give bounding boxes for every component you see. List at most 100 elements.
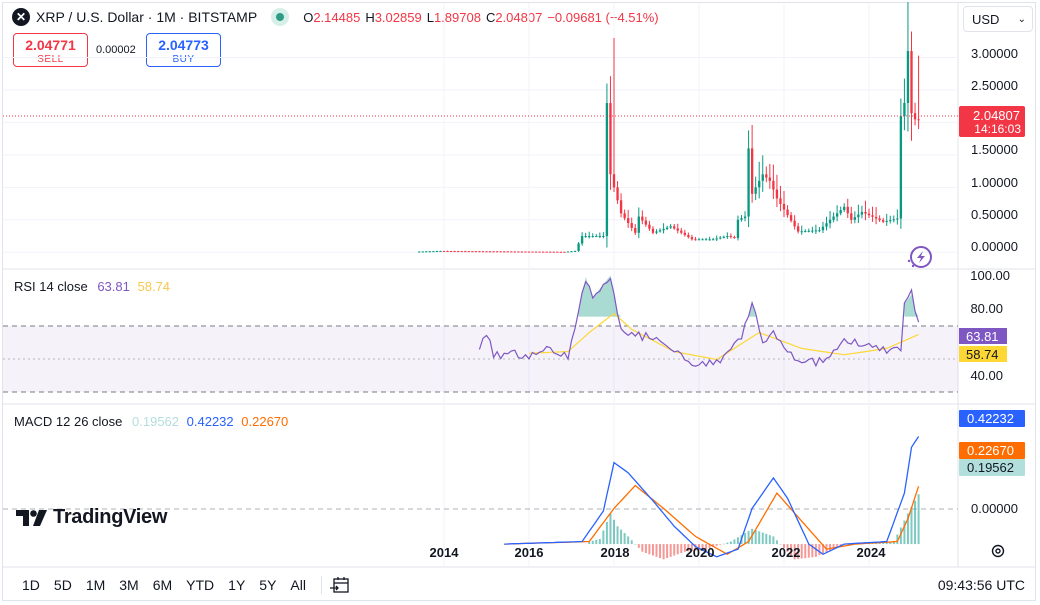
candle-body <box>832 216 835 220</box>
candle-body <box>786 209 789 216</box>
candle-body <box>825 223 828 227</box>
market-status-icon[interactable] <box>271 8 290 26</box>
macd-hist-bar <box>648 544 651 555</box>
macd-hist-bar <box>832 544 835 549</box>
date-range-calendar-icon[interactable] <box>329 576 350 594</box>
macd-hist-bar <box>772 536 775 545</box>
candle-body <box>598 236 602 238</box>
sell-button[interactable]: 2.04771 SELL <box>13 33 88 67</box>
hist-value-label: 0.19562 <box>959 459 1025 476</box>
candle-body <box>818 230 821 232</box>
macd-hist-bar <box>705 544 708 550</box>
macd-hist-bar <box>790 544 793 556</box>
rsi-overbought-area <box>578 275 622 317</box>
candle-body <box>676 228 679 231</box>
candle-body <box>439 250 442 252</box>
timeframe-6m[interactable]: 6M <box>152 576 173 593</box>
price-tick: 0.00000 <box>971 239 1018 254</box>
signal-value: 0.22670 <box>967 443 1014 458</box>
candle-body <box>435 251 439 253</box>
macd-hist-bar <box>701 544 704 550</box>
settings-gear-icon[interactable] <box>990 543 1006 559</box>
timeframe-1d[interactable]: 1D <box>22 576 40 593</box>
utc-clock[interactable]: 09:43:56 UTC <box>937 576 1025 593</box>
candle-body <box>811 230 814 232</box>
macd-hist-bar <box>627 536 630 545</box>
timeframe-5y[interactable]: 5Y <box>259 576 277 593</box>
macd-hist-bar <box>885 541 888 545</box>
macd-hist-bar <box>783 544 785 548</box>
price-tick: 1.00000 <box>971 175 1018 190</box>
macd-hist-bar <box>906 513 909 545</box>
candle-body <box>616 187 619 201</box>
candle-body <box>545 251 548 253</box>
replay-bolt-icon[interactable] <box>907 246 932 268</box>
candle-body <box>697 239 701 241</box>
candle-body <box>541 251 545 253</box>
candle-body <box>580 236 584 244</box>
candle-body <box>782 203 786 210</box>
candle-body <box>800 231 803 233</box>
timeframe-3m[interactable]: 3M <box>119 576 139 593</box>
macd-signal-line[interactable] <box>504 484 920 556</box>
candle-body <box>740 218 743 220</box>
timeframe-ytd[interactable]: YTD <box>186 576 215 593</box>
toolbar-divider <box>320 575 322 594</box>
candle-body <box>736 219 740 238</box>
macd-hist-bar <box>595 539 598 545</box>
macd-hist-bar <box>616 526 619 545</box>
macd-legend[interactable]: MACD 12 26 close 0.19562 0.42232 0.22670 <box>14 414 288 429</box>
rsi-legend-value: 63.81 <box>97 279 130 294</box>
candle-body <box>453 251 456 253</box>
candle-body <box>517 251 520 253</box>
price-axis[interactable]: 3.00000 2.50000 1.50000 1.00000 0.50000 … <box>971 46 1018 254</box>
currency-select[interactable]: USD ⌄ <box>963 6 1033 32</box>
macd-hist-bar <box>698 544 700 551</box>
buy-button[interactable]: 2.04773 BUY <box>146 33 221 67</box>
macd-hist-bar <box>793 544 796 560</box>
time-axis[interactable]: 2014 2016 2018 2020 2022 2024 <box>430 545 887 560</box>
candle-body <box>673 226 676 229</box>
candle-body <box>775 189 779 199</box>
hist-legend-value: 0.19562 <box>132 414 180 429</box>
macd-hist-bar <box>690 544 693 551</box>
currency-value: USD <box>972 11 1000 27</box>
timeframe-1m[interactable]: 1M <box>85 576 106 593</box>
timeframe-all[interactable]: All <box>290 576 306 593</box>
candle-body <box>853 217 857 220</box>
candle-body <box>623 213 626 219</box>
timeframe-5d[interactable]: 5D <box>53 576 72 593</box>
candle-body <box>733 237 736 239</box>
candle-body <box>513 251 517 253</box>
candle-body <box>758 180 761 188</box>
macd-hist-bar <box>591 540 594 545</box>
macd-hist-bar <box>673 544 676 556</box>
macd-hist-bar <box>651 544 654 556</box>
candle-body <box>662 228 665 231</box>
candle-body <box>704 239 708 241</box>
rsi-line[interactable] <box>478 277 920 368</box>
macd-hist-bar <box>829 544 832 551</box>
candle-body <box>747 148 750 217</box>
ohlc-change: −0.09681 (−4.51%) <box>547 9 659 25</box>
candle-body <box>860 212 864 215</box>
rsi-tick: 40.00 <box>970 368 1003 383</box>
timeframe-1y[interactable]: 1Y <box>228 576 246 593</box>
candle-body <box>846 206 849 214</box>
macd-hist-bar <box>644 544 647 553</box>
candle-body <box>839 210 842 214</box>
macd-hist-bar <box>655 544 658 557</box>
candle-body <box>910 51 913 114</box>
candle-body <box>719 237 722 239</box>
tradingview-watermark[interactable]: TradingView <box>16 506 167 529</box>
ohlc-open: O2.14485 <box>303 9 361 25</box>
symbol-title[interactable]: XRP / U.S. Dollar · 1M · BITSTAMP <box>36 9 258 25</box>
time-tick: 2016 <box>515 545 544 560</box>
rsi-legend[interactable]: RSI 14 close 63.81 58.74 <box>14 279 170 294</box>
candle-body <box>573 250 577 252</box>
macd-hist-bar <box>765 533 768 545</box>
rsi-tick: 100.00 <box>970 268 1010 283</box>
macd-line[interactable] <box>504 436 920 558</box>
candle-body <box>867 213 871 216</box>
